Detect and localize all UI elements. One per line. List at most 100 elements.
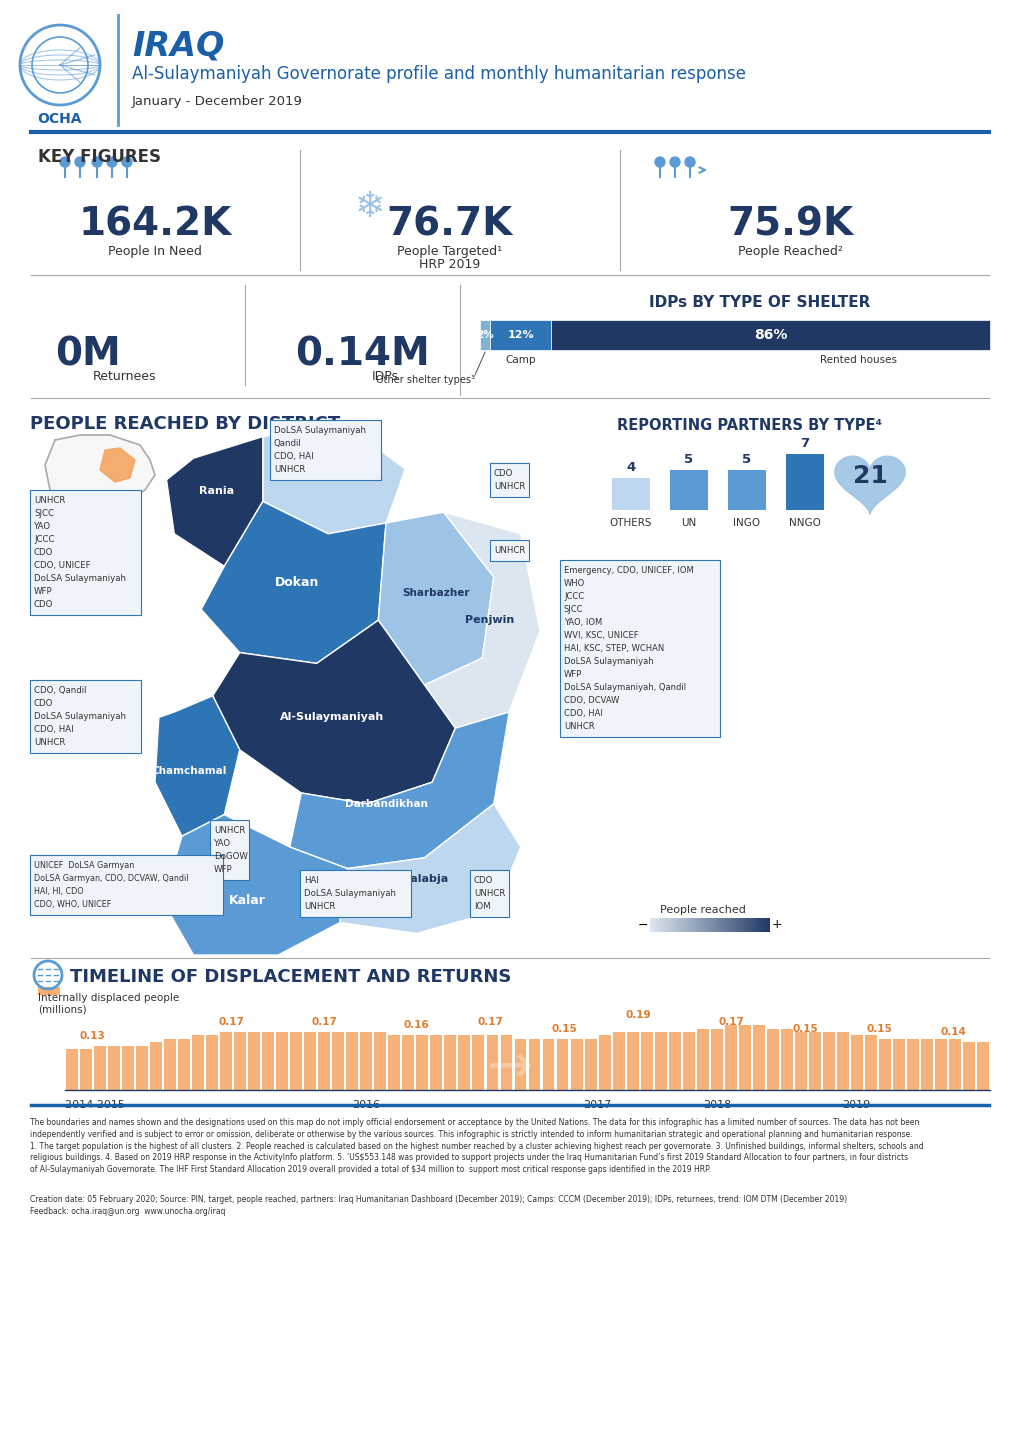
Text: 0.14: 0.14 <box>940 1027 965 1037</box>
Bar <box>192 1035 204 1090</box>
Text: UNHCR: UNHCR <box>304 903 335 911</box>
Text: Emergency, CDO, UNICEF, IOM: Emergency, CDO, UNICEF, IOM <box>564 567 693 575</box>
Text: DoLSA Sulaymaniyah, Qandil: DoLSA Sulaymaniyah, Qandil <box>564 684 686 692</box>
Text: Internally displaced people: Internally displaced people <box>38 994 179 1004</box>
Text: 21: 21 <box>852 464 887 487</box>
Text: OCHA: OCHA <box>38 112 83 125</box>
Text: DoLSA Sulaymaniyah: DoLSA Sulaymaniyah <box>304 890 395 898</box>
Text: DoLSA Sulaymaniyah: DoLSA Sulaymaniyah <box>34 574 126 583</box>
Bar <box>150 1043 162 1090</box>
Text: IDPs: IDPs <box>371 371 398 384</box>
Bar <box>490 320 551 350</box>
FancyBboxPatch shape <box>559 559 719 737</box>
Text: CDO: CDO <box>34 600 53 609</box>
Text: 164.2K: 164.2K <box>78 205 231 244</box>
FancyBboxPatch shape <box>300 870 411 917</box>
Circle shape <box>122 157 131 167</box>
Text: Qandil: Qandil <box>274 438 302 448</box>
Bar <box>178 1038 190 1090</box>
FancyBboxPatch shape <box>270 420 381 480</box>
Text: People Reached²: People Reached² <box>737 245 842 258</box>
Text: The boundaries and names shown and the designations used on this map do not impl: The boundaries and names shown and the d… <box>30 1118 923 1174</box>
Text: SJCC: SJCC <box>564 606 583 614</box>
Bar <box>906 1038 918 1090</box>
Bar <box>514 1038 526 1090</box>
Bar <box>38 986 60 995</box>
Bar <box>136 1045 148 1090</box>
Bar <box>781 1028 792 1090</box>
Text: CDO: CDO <box>493 469 513 477</box>
Text: TIMELINE OF DISPLACEMENT AND RETURNS: TIMELINE OF DISPLACEMENT AND RETURNS <box>70 968 511 986</box>
Bar <box>164 1038 176 1090</box>
Text: Returnees: Returnees <box>93 371 157 384</box>
Bar <box>304 1032 316 1090</box>
Bar <box>318 1032 330 1090</box>
Text: YAO: YAO <box>214 839 231 848</box>
Bar <box>934 1038 946 1090</box>
Bar <box>626 1032 638 1090</box>
Bar <box>850 1035 862 1090</box>
Bar <box>430 1035 442 1090</box>
Text: UN: UN <box>681 518 696 528</box>
Text: 2016: 2016 <box>352 1100 379 1110</box>
Bar <box>598 1035 610 1090</box>
Text: CDO, HAI: CDO, HAI <box>564 709 602 718</box>
Text: Halabja: Halabja <box>400 874 447 884</box>
Text: WFP: WFP <box>214 865 232 874</box>
Text: UNHCR: UNHCR <box>493 482 525 490</box>
Text: HAI, KSC, STEP, WCHAN: HAI, KSC, STEP, WCHAN <box>564 645 663 653</box>
Text: UNHCR: UNHCR <box>214 826 246 835</box>
Polygon shape <box>163 815 347 955</box>
Bar <box>682 1032 694 1090</box>
Circle shape <box>60 157 70 167</box>
Text: 0.17: 0.17 <box>477 1017 503 1027</box>
FancyBboxPatch shape <box>210 820 250 880</box>
Text: 86%: 86% <box>753 327 787 342</box>
Text: JCCC: JCCC <box>34 535 54 544</box>
Bar <box>728 470 765 510</box>
Bar <box>570 1038 582 1090</box>
Text: HRP 2019: HRP 2019 <box>419 258 480 271</box>
Polygon shape <box>263 425 405 534</box>
Text: IRAQ: IRAQ <box>131 30 224 63</box>
Bar <box>248 1032 260 1090</box>
Text: WVI, KSC, UNICEF: WVI, KSC, UNICEF <box>564 632 638 640</box>
Bar <box>668 1032 680 1090</box>
Polygon shape <box>45 435 155 525</box>
Bar <box>725 1025 736 1090</box>
Bar <box>480 320 490 350</box>
Bar <box>276 1032 288 1090</box>
Text: UNHCR: UNHCR <box>474 890 504 898</box>
Text: 2018: 2018 <box>702 1100 731 1110</box>
Text: HAI: HAI <box>304 875 319 885</box>
Text: REPORTING PARTNERS BY TYPE⁴: REPORTING PARTNERS BY TYPE⁴ <box>616 418 881 433</box>
Bar <box>472 1035 484 1090</box>
Bar <box>752 1025 764 1090</box>
Bar <box>94 1045 106 1090</box>
Text: UNHCR: UNHCR <box>493 547 525 555</box>
Text: INGO: INGO <box>733 518 760 528</box>
Text: CDO, HAI: CDO, HAI <box>34 725 73 734</box>
Bar <box>794 1032 806 1090</box>
Text: YAO, IOM: YAO, IOM <box>564 619 601 627</box>
Text: Creation date: 05 February 2020; Source: PIN, target, people reached, partners: : Creation date: 05 February 2020; Source:… <box>30 1195 847 1216</box>
Text: Al-Sulaymaniyah: Al-Sulaymaniyah <box>279 712 384 722</box>
Text: Sharbazher: Sharbazher <box>401 588 470 598</box>
Bar <box>920 1038 932 1090</box>
Polygon shape <box>424 512 539 728</box>
Text: 2017: 2017 <box>583 1100 610 1110</box>
Bar <box>878 1038 890 1090</box>
Text: Pshdar: Pshdar <box>309 467 355 480</box>
Text: 2%: 2% <box>476 330 493 340</box>
Text: Darbandikhan: Darbandikhan <box>344 799 427 809</box>
Text: 0.13: 0.13 <box>79 1031 106 1041</box>
Text: UNHCR: UNHCR <box>564 722 594 731</box>
Text: DoGOW: DoGOW <box>214 852 248 861</box>
Polygon shape <box>213 620 454 803</box>
Text: +: + <box>771 919 782 932</box>
Circle shape <box>75 157 85 167</box>
Bar <box>206 1035 218 1090</box>
Text: 0M: 0M <box>55 335 120 373</box>
Bar <box>976 1043 988 1090</box>
Text: Rented houses: Rented houses <box>819 355 896 365</box>
